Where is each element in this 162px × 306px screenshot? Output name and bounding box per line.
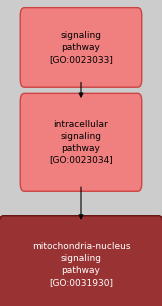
FancyBboxPatch shape (20, 93, 142, 191)
Text: mitochondria-nucleus
signaling
pathway
[GO:0031930]: mitochondria-nucleus signaling pathway [… (32, 242, 130, 287)
Text: signaling
pathway
[GO:0023033]: signaling pathway [GO:0023033] (49, 31, 113, 64)
FancyBboxPatch shape (20, 8, 142, 87)
Text: intracellular
signaling
pathway
[GO:0023034]: intracellular signaling pathway [GO:0023… (49, 120, 113, 165)
FancyBboxPatch shape (0, 216, 162, 306)
